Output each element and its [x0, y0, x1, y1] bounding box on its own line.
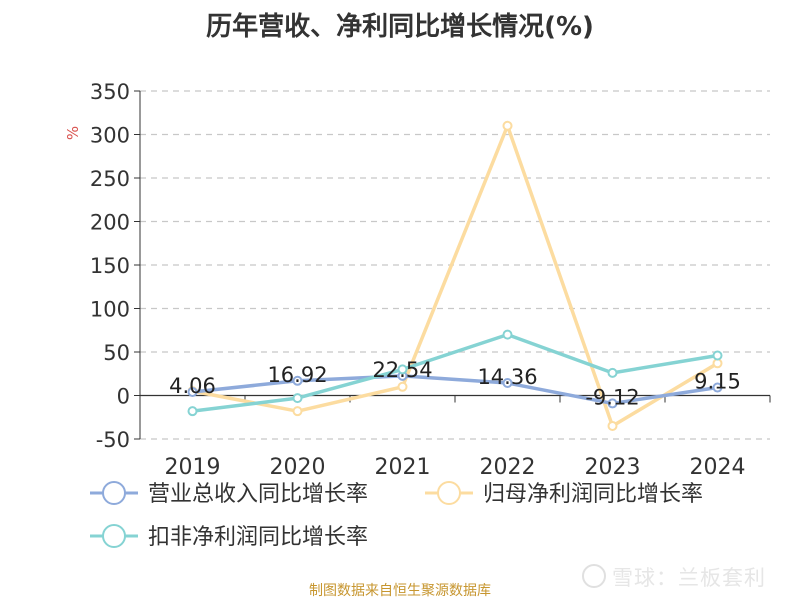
- y-axis-unit-label: %: [64, 126, 82, 140]
- y-tick-label: 0: [117, 385, 130, 409]
- series-point: [607, 398, 618, 409]
- series-point: [187, 386, 198, 397]
- x-tick-label: 2020: [270, 455, 326, 480]
- series-line: [192, 332, 718, 413]
- x-tick-label: 2021: [375, 455, 431, 480]
- data-label: 16.92: [267, 363, 327, 387]
- series-point: [502, 378, 513, 389]
- series-line: [192, 374, 718, 406]
- y-tick-label: -50: [96, 428, 130, 452]
- y-tick-label: 300: [90, 124, 130, 148]
- series-line: [192, 124, 719, 428]
- legend-label: 归母净利润同比增长率: [483, 482, 703, 507]
- series-point: [712, 350, 723, 361]
- x-tick-label: 2022: [480, 455, 536, 480]
- series-point: [712, 382, 723, 393]
- legend-marker: [102, 524, 126, 548]
- data-label: 4.06: [169, 374, 216, 398]
- chart-title: 历年营收、净利同比增长情况(%): [206, 12, 594, 42]
- legend-marker: [437, 481, 461, 505]
- x-tick-label: 2019: [165, 455, 221, 480]
- x-tick-label: 2023: [585, 455, 641, 480]
- watermark: 雪球：兰板套利: [582, 562, 766, 592]
- series-point: [607, 420, 618, 431]
- y-tick-label: 100: [90, 298, 130, 322]
- data-label: 9.15: [694, 370, 741, 394]
- y-tick-label: 50: [103, 341, 130, 365]
- data-label: 14.36: [477, 365, 537, 389]
- y-tick-label: 250: [90, 167, 130, 191]
- y-tick-label: 350: [90, 80, 130, 104]
- y-tick-label: 200: [90, 211, 130, 235]
- series-point: [292, 393, 303, 404]
- series-point: [292, 375, 303, 386]
- legend-marker: [102, 481, 126, 505]
- legend-label: 营业总收入同比增长率: [148, 482, 368, 507]
- source-note: 制图数据来自恒生聚源数据库: [309, 583, 491, 599]
- series-point: [292, 406, 303, 417]
- data-label: -9.12: [585, 385, 639, 409]
- series-point: [397, 381, 408, 392]
- series-point: [502, 120, 513, 131]
- series-point: [607, 367, 618, 378]
- data-label: 22.54: [372, 358, 432, 382]
- series-point: [397, 364, 408, 375]
- x-tick-label: 2024: [690, 455, 746, 480]
- snowball-logo-icon: [582, 564, 606, 588]
- y-tick-label: 150: [90, 254, 130, 278]
- watermark-text: 雪球：兰板套利: [612, 566, 766, 590]
- legend-label: 扣非净利润同比增长率: [148, 525, 368, 550]
- series-point: [502, 329, 513, 340]
- series-point: [712, 358, 723, 369]
- series-point: [187, 406, 198, 417]
